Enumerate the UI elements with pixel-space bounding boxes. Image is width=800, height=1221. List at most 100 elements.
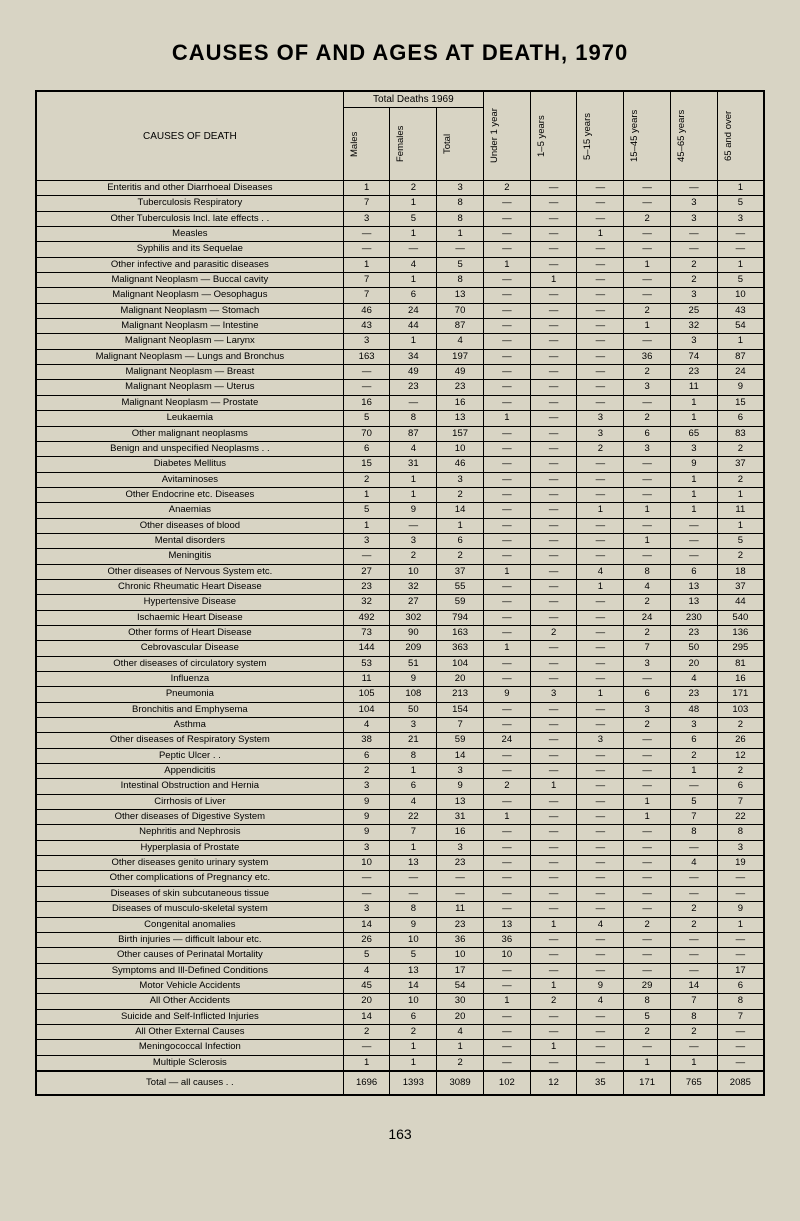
value-cell: 1 xyxy=(577,579,624,594)
value-cell: — xyxy=(577,196,624,211)
value-cell: — xyxy=(437,242,484,257)
value-cell: 81 xyxy=(717,656,764,671)
cause-name-cell: Appendicitis xyxy=(36,764,343,779)
value-cell: — xyxy=(483,595,530,610)
totals-value-cell: 1696 xyxy=(343,1071,390,1095)
value-cell: — xyxy=(530,579,577,594)
value-cell: — xyxy=(670,932,717,947)
value-cell: 1 xyxy=(670,764,717,779)
table-row: Pneumonia105108213931623171 xyxy=(36,687,764,702)
value-cell: 22 xyxy=(717,810,764,825)
value-cell: 7 xyxy=(670,810,717,825)
value-cell: 9 xyxy=(717,902,764,917)
value-cell: 8 xyxy=(390,748,437,763)
value-cell: 1 xyxy=(717,487,764,502)
value-cell: 17 xyxy=(717,963,764,978)
value-cell: 9 xyxy=(483,687,530,702)
table-row: Benign and unspecified Neoplasms . .6410… xyxy=(36,441,764,456)
value-cell: 8 xyxy=(390,411,437,426)
value-cell: 90 xyxy=(390,625,437,640)
value-cell: 2 xyxy=(624,411,671,426)
cause-name-cell: Other diseases of Digestive System xyxy=(36,810,343,825)
table-row: Anaemias5914——11111 xyxy=(36,503,764,518)
value-cell: 2 xyxy=(530,994,577,1009)
value-cell: 1 xyxy=(390,840,437,855)
table-row: Malignant Neoplasm — Stomach462470———225… xyxy=(36,303,764,318)
value-cell: 2 xyxy=(483,779,530,794)
value-cell: 1 xyxy=(530,779,577,794)
value-cell: 1 xyxy=(530,978,577,993)
table-row: Hyperplasia of Prostate313—————3 xyxy=(36,840,764,855)
value-cell: 37 xyxy=(717,579,764,594)
value-cell: 36 xyxy=(624,349,671,364)
value-cell: 70 xyxy=(343,426,390,441)
value-cell: — xyxy=(390,395,437,410)
value-cell: 1 xyxy=(483,994,530,1009)
value-cell: 15 xyxy=(717,395,764,410)
value-cell: 54 xyxy=(437,978,484,993)
value-cell: 3 xyxy=(670,196,717,211)
value-cell: 55 xyxy=(437,579,484,594)
table-row: Other diseases of Digestive System922311… xyxy=(36,810,764,825)
value-cell: — xyxy=(530,748,577,763)
table-row: Suicide and Self-Inflicted Injuries14620… xyxy=(36,1009,764,1024)
value-cell: — xyxy=(624,227,671,242)
value-cell: — xyxy=(577,902,624,917)
value-cell: 87 xyxy=(390,426,437,441)
value-cell: — xyxy=(624,273,671,288)
value-cell: 50 xyxy=(390,702,437,717)
value-cell: — xyxy=(530,380,577,395)
value-cell: — xyxy=(717,932,764,947)
value-cell: 2 xyxy=(437,487,484,502)
table-row: Malignant Neoplasm — Oesophagus7613————3… xyxy=(36,288,764,303)
cause-name-cell: All Other Accidents xyxy=(36,994,343,1009)
table-row: Measles—11——1——— xyxy=(36,227,764,242)
value-cell: — xyxy=(577,518,624,533)
value-cell: 2 xyxy=(343,1024,390,1039)
value-cell: — xyxy=(530,564,577,579)
value-cell: 3 xyxy=(624,380,671,395)
value-cell: 8 xyxy=(624,994,671,1009)
value-cell: 37 xyxy=(717,457,764,472)
value-cell: — xyxy=(624,549,671,564)
value-cell: — xyxy=(577,764,624,779)
value-cell: 3 xyxy=(670,441,717,456)
table-row: Chronic Rheumatic Heart Disease233255——1… xyxy=(36,579,764,594)
value-cell: 2 xyxy=(577,441,624,456)
value-cell: 24 xyxy=(390,303,437,318)
totals-value-cell: 2085 xyxy=(717,1071,764,1095)
value-cell: — xyxy=(530,319,577,334)
table-row: Other Endocrine etc. Diseases112————11 xyxy=(36,487,764,502)
value-cell: — xyxy=(577,702,624,717)
value-cell: — xyxy=(530,948,577,963)
value-cell: — xyxy=(670,518,717,533)
table-row: Peptic Ulcer . .6814————212 xyxy=(36,748,764,763)
table-row: Bronchitis and Emphysema10450154———34810… xyxy=(36,702,764,717)
cause-name-cell: Malignant Neoplasm — Intestine xyxy=(36,319,343,334)
page-number: 163 xyxy=(35,1126,765,1142)
value-cell: 2 xyxy=(670,748,717,763)
cause-name-cell: Other diseases of Respiratory System xyxy=(36,733,343,748)
table-row: Ischaemic Heart Disease492302794———24230… xyxy=(36,610,764,625)
value-cell: — xyxy=(624,472,671,487)
value-cell: 32 xyxy=(670,319,717,334)
value-cell: — xyxy=(390,886,437,901)
cause-name-cell: Hyperplasia of Prostate xyxy=(36,840,343,855)
value-cell: — xyxy=(624,902,671,917)
value-cell: 3 xyxy=(577,733,624,748)
value-cell: 2 xyxy=(670,273,717,288)
value-cell: 19 xyxy=(717,856,764,871)
cause-name-cell: Malignant Neoplasm — Breast xyxy=(36,365,343,380)
value-cell: 65 xyxy=(670,426,717,441)
cause-name-cell: Malignant Neoplasm — Stomach xyxy=(36,303,343,318)
value-cell: 53 xyxy=(343,656,390,671)
value-cell: 5 xyxy=(437,257,484,272)
table-row: Tuberculosis Respiratory718————35 xyxy=(36,196,764,211)
value-cell: — xyxy=(390,518,437,533)
table-row: Leukaemia58131—3216 xyxy=(36,411,764,426)
value-cell: — xyxy=(483,764,530,779)
value-cell: 1 xyxy=(717,257,764,272)
value-cell: 16 xyxy=(717,672,764,687)
value-cell: 1 xyxy=(483,564,530,579)
value-cell: 9 xyxy=(343,810,390,825)
